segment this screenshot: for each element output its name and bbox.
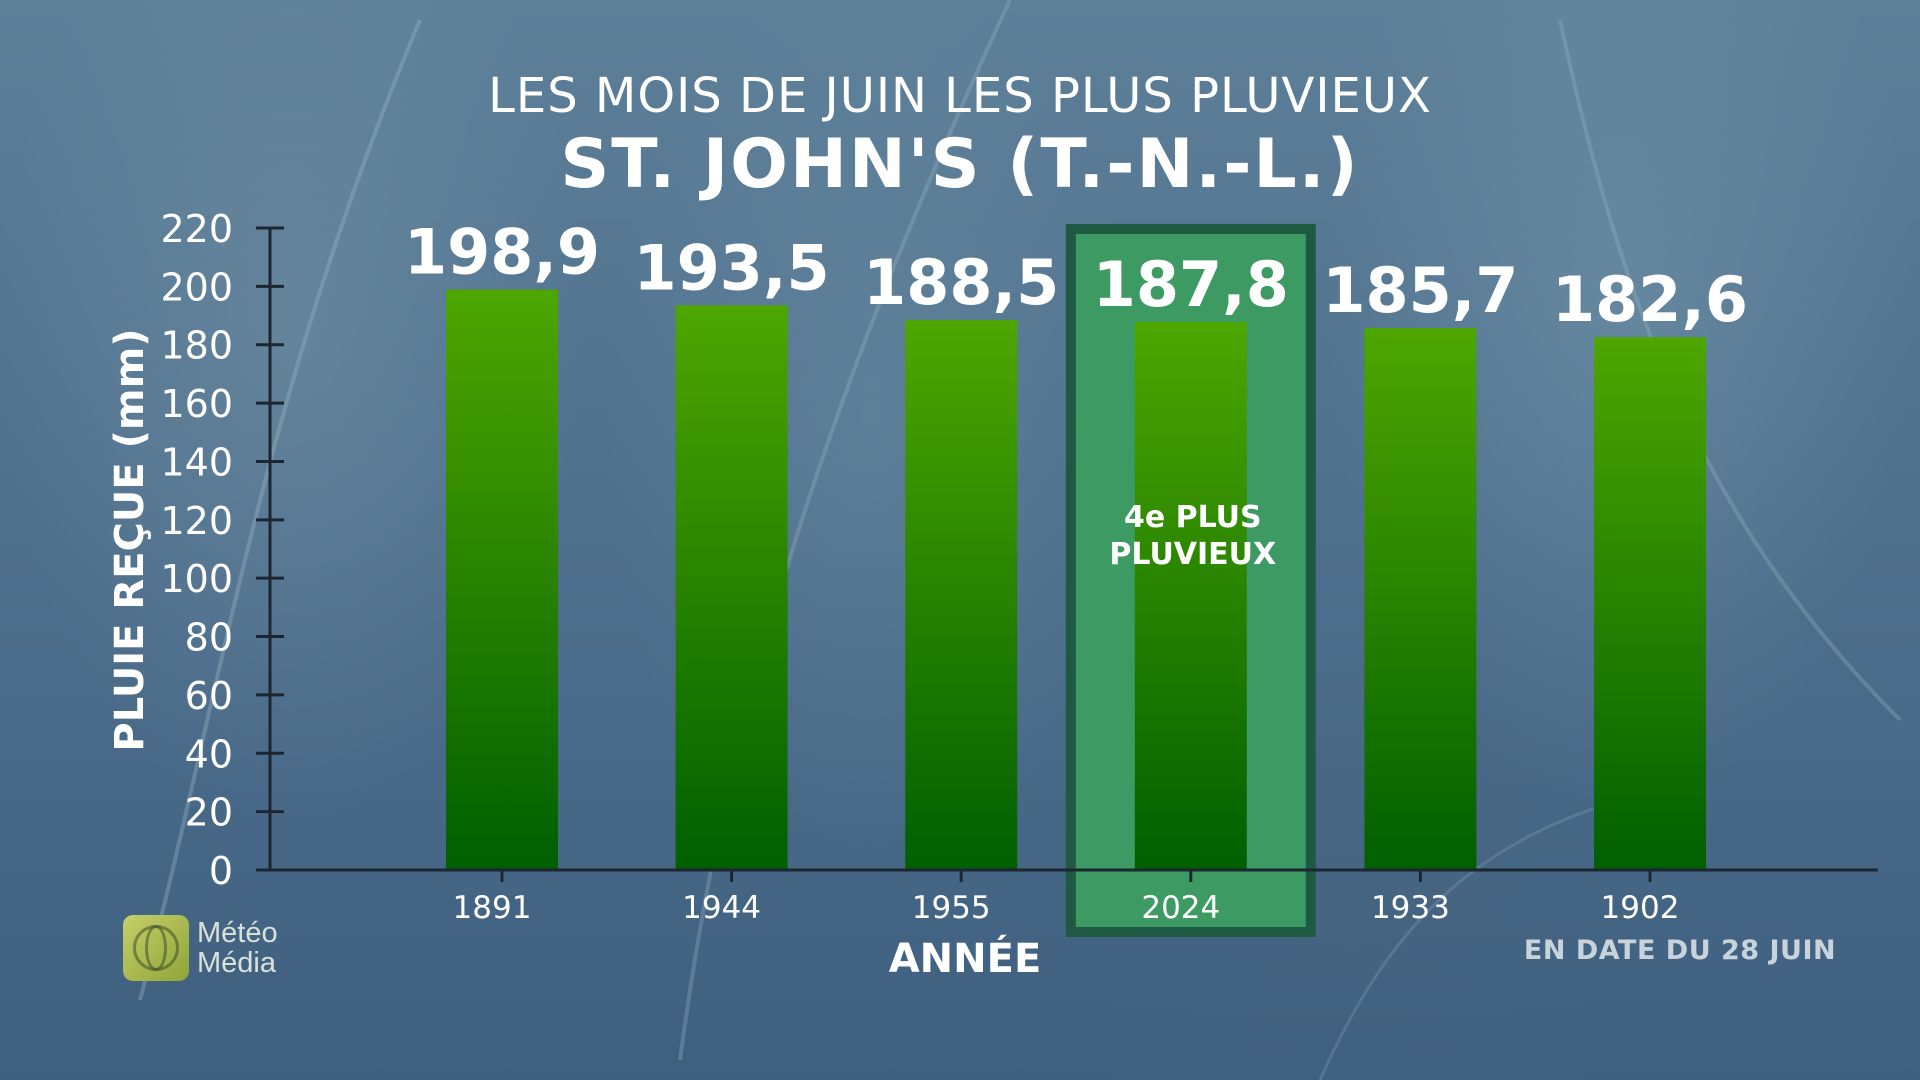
bar-1955 [905,319,1018,870]
bars-layer [446,289,1706,871]
axis-layer: 0 20 40 60 80 100 120 140 160 180 200 220 1891 1944 19… [160,207,1878,926]
x-tick-label-2024: 2024 [1141,890,1220,926]
bar-1944 [675,305,788,871]
bar-1933 [1364,328,1477,870]
value-label-1902: 182,6 [1552,263,1748,336]
y-tick-label-80: 80 [185,616,233,660]
value-label-2024: 187,8 [1093,248,1289,321]
x-tick-label-1944: 1944 [682,890,761,926]
as-of-date-note: EN DATE DU 28 JUIN [1523,935,1837,966]
y-tick-label-20: 20 [185,791,233,835]
x-tick-label-1955: 1955 [912,890,991,926]
labels-layer: 198,9 193,5 188,5 187,8 185,7 182,64e PLUSPLU… [107,216,1748,982]
x-tick-label-1902: 1902 [1601,890,1680,926]
value-label-1944: 193,5 [634,231,830,304]
logo-line-1: Météo [197,917,278,949]
y-tick-label-140: 140 [160,440,233,484]
bar-1891 [446,289,558,871]
x-axis-title: ANNÉE [889,934,1042,982]
bar-1902 [1594,337,1706,870]
chart-subtitle: ST. JOHN'S (T.-N.-L.) [560,125,1360,204]
value-label-1891: 198,9 [404,216,600,289]
chart-title: LES MOIS DE JUIN LES PLUS PLUVIEUX [488,68,1432,124]
y-tick-label-60: 60 [185,674,233,718]
meteomedia-logo: Météo Média [123,915,278,981]
y-tick-label-100: 100 [160,557,233,601]
x-tick-label-1891: 1891 [453,890,532,926]
y-tick-label-180: 180 [160,324,233,368]
y-tick-label-200: 200 [160,265,233,309]
value-label-1933: 185,7 [1322,254,1518,327]
y-tick-label-0: 0 [209,849,233,893]
highlight-annotation-line-1: 4e PLUS [1124,500,1262,535]
globe-logo-icon [123,915,189,981]
highlight-annotation-line-2: PLUVIEUX [1109,537,1276,572]
y-tick-label-40: 40 [185,732,233,776]
y-tick-label-220: 220 [160,207,233,251]
value-label-1955: 188,5 [863,246,1059,319]
bar-2024 [1134,321,1247,870]
x-tick-label-1933: 1933 [1371,890,1450,926]
y-tick-label-120: 120 [160,499,233,543]
y-tick-label-160: 160 [160,382,233,426]
y-axis-title: PLUIE REÇUE (mm) [107,328,153,751]
logo-line-2: Média [197,947,276,979]
